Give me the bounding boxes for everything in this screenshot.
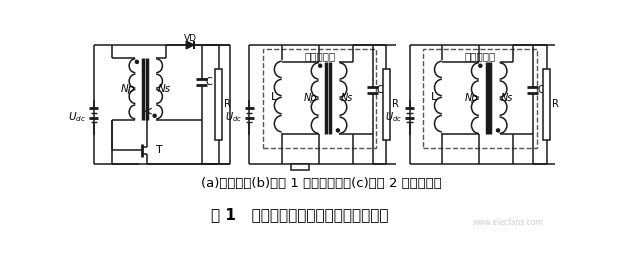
Circle shape <box>135 60 139 63</box>
Bar <box>214 69 223 140</box>
Text: 变压器模型: 变压器模型 <box>304 52 335 61</box>
Polygon shape <box>186 41 194 49</box>
Text: www.elecfans.com: www.elecfans.com <box>473 218 544 227</box>
Text: (a)原理图；(b)阶段 1 的等效电路；(c)阶段 2 的等效电路: (a)原理图；(b)阶段 1 的等效电路；(c)阶段 2 的等效电路 <box>201 177 441 190</box>
Text: VD: VD <box>184 34 196 43</box>
Bar <box>263 49 376 148</box>
Text: 变压器模型: 变压器模型 <box>465 52 495 61</box>
Text: R: R <box>552 99 559 109</box>
Circle shape <box>336 129 339 132</box>
Text: $U_{dc}$: $U_{dc}$ <box>224 110 241 124</box>
Text: Ns: Ns <box>341 93 354 103</box>
Text: T: T <box>156 146 162 155</box>
Text: Ns: Ns <box>501 93 514 103</box>
Circle shape <box>319 64 322 67</box>
Text: Ns: Ns <box>157 84 171 94</box>
Circle shape <box>153 114 156 117</box>
Text: Np: Np <box>120 84 135 94</box>
Text: $U_{dc}$: $U_{dc}$ <box>385 110 402 124</box>
Bar <box>543 69 551 140</box>
Bar <box>423 49 537 148</box>
Text: R: R <box>224 99 231 109</box>
Bar <box>291 163 309 170</box>
Text: L: L <box>431 91 437 102</box>
Text: L: L <box>271 91 277 102</box>
Text: C: C <box>377 85 384 95</box>
Circle shape <box>479 64 482 67</box>
Bar <box>382 69 390 140</box>
Text: C: C <box>206 77 213 87</box>
Text: C: C <box>537 85 544 95</box>
Text: R: R <box>393 99 399 109</box>
Text: $U_{dc}$: $U_{dc}$ <box>68 110 86 124</box>
Text: Np: Np <box>465 93 478 103</box>
Text: 图 1   理想反激变换器和它的等效电路图: 图 1 理想反激变换器和它的等效电路图 <box>211 207 388 222</box>
Text: Np: Np <box>304 93 318 103</box>
Circle shape <box>497 129 500 132</box>
